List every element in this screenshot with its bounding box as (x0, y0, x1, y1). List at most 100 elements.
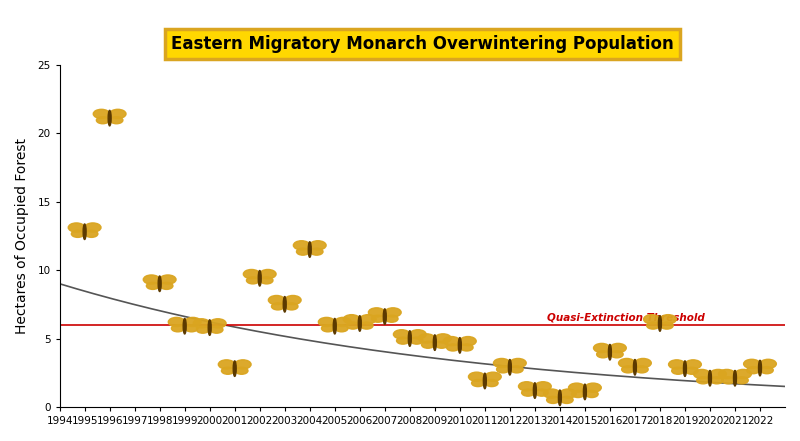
Ellipse shape (760, 359, 776, 368)
Ellipse shape (422, 341, 434, 348)
Ellipse shape (643, 314, 660, 324)
Ellipse shape (510, 359, 526, 368)
Ellipse shape (635, 366, 648, 373)
Ellipse shape (718, 370, 735, 378)
Ellipse shape (143, 275, 160, 284)
Ellipse shape (369, 308, 385, 317)
Ellipse shape (534, 383, 536, 398)
Ellipse shape (486, 380, 498, 387)
Ellipse shape (185, 318, 201, 326)
Ellipse shape (258, 270, 261, 286)
Ellipse shape (646, 322, 659, 329)
Ellipse shape (185, 325, 198, 332)
Ellipse shape (722, 377, 734, 384)
Ellipse shape (208, 320, 211, 335)
Ellipse shape (308, 242, 311, 257)
Ellipse shape (108, 110, 111, 126)
Ellipse shape (522, 389, 534, 396)
Ellipse shape (268, 295, 285, 305)
Ellipse shape (560, 396, 573, 404)
Ellipse shape (610, 351, 623, 358)
Ellipse shape (283, 296, 286, 312)
Ellipse shape (435, 334, 451, 343)
Ellipse shape (234, 361, 236, 377)
Ellipse shape (508, 359, 511, 375)
Ellipse shape (235, 367, 248, 374)
Ellipse shape (243, 269, 260, 279)
Ellipse shape (222, 367, 234, 374)
Ellipse shape (271, 303, 284, 310)
Ellipse shape (418, 334, 435, 343)
Ellipse shape (697, 377, 710, 384)
Ellipse shape (560, 389, 576, 398)
Ellipse shape (660, 314, 676, 324)
Ellipse shape (246, 277, 259, 284)
Ellipse shape (210, 319, 226, 328)
Ellipse shape (358, 316, 362, 331)
Ellipse shape (735, 377, 748, 384)
Ellipse shape (410, 337, 423, 344)
Ellipse shape (210, 326, 223, 333)
Ellipse shape (397, 337, 410, 344)
Ellipse shape (286, 303, 298, 310)
Ellipse shape (197, 326, 210, 333)
Ellipse shape (661, 322, 674, 329)
Ellipse shape (360, 322, 373, 329)
Ellipse shape (183, 318, 186, 334)
Ellipse shape (371, 315, 384, 322)
Ellipse shape (335, 325, 348, 332)
Ellipse shape (483, 373, 486, 389)
Ellipse shape (535, 389, 548, 396)
Ellipse shape (669, 360, 685, 369)
Ellipse shape (158, 276, 161, 292)
Ellipse shape (334, 318, 336, 334)
Ellipse shape (535, 382, 551, 391)
Ellipse shape (497, 366, 510, 373)
Ellipse shape (594, 344, 610, 352)
Text: Quasi-Extinction Threshold: Quasi-Extinction Threshold (547, 312, 705, 322)
Ellipse shape (394, 330, 410, 339)
Ellipse shape (460, 344, 473, 351)
Ellipse shape (735, 370, 751, 378)
Ellipse shape (443, 336, 460, 346)
Ellipse shape (260, 269, 276, 279)
Ellipse shape (683, 361, 686, 377)
Ellipse shape (569, 383, 585, 392)
Ellipse shape (694, 370, 710, 378)
Ellipse shape (686, 367, 698, 374)
Ellipse shape (710, 377, 723, 384)
Ellipse shape (294, 241, 310, 250)
Ellipse shape (110, 117, 123, 124)
Ellipse shape (546, 396, 559, 404)
Ellipse shape (160, 282, 173, 289)
Y-axis label: Hectares of Occupied Forest: Hectares of Occupied Forest (15, 138, 29, 334)
Ellipse shape (744, 359, 760, 368)
Ellipse shape (446, 344, 459, 351)
Ellipse shape (758, 360, 762, 376)
Text: Eastern Migratory Monarch Overwintering Population: Eastern Migratory Monarch Overwintering … (171, 35, 674, 53)
Ellipse shape (85, 223, 101, 232)
Ellipse shape (171, 325, 184, 332)
Ellipse shape (334, 318, 351, 326)
Ellipse shape (260, 277, 273, 284)
Ellipse shape (160, 275, 176, 284)
Ellipse shape (310, 248, 323, 255)
Ellipse shape (583, 384, 586, 400)
Ellipse shape (435, 341, 448, 348)
Ellipse shape (672, 367, 685, 374)
Ellipse shape (518, 382, 535, 391)
Ellipse shape (634, 359, 636, 375)
Ellipse shape (485, 372, 502, 381)
Ellipse shape (597, 351, 610, 358)
Ellipse shape (94, 109, 110, 119)
Ellipse shape (297, 248, 310, 255)
Ellipse shape (586, 390, 598, 397)
Ellipse shape (610, 344, 626, 352)
Ellipse shape (469, 372, 485, 381)
Ellipse shape (458, 338, 462, 353)
Ellipse shape (658, 316, 662, 331)
Ellipse shape (543, 389, 560, 398)
Ellipse shape (585, 383, 602, 392)
Ellipse shape (285, 295, 301, 305)
Ellipse shape (761, 366, 774, 374)
